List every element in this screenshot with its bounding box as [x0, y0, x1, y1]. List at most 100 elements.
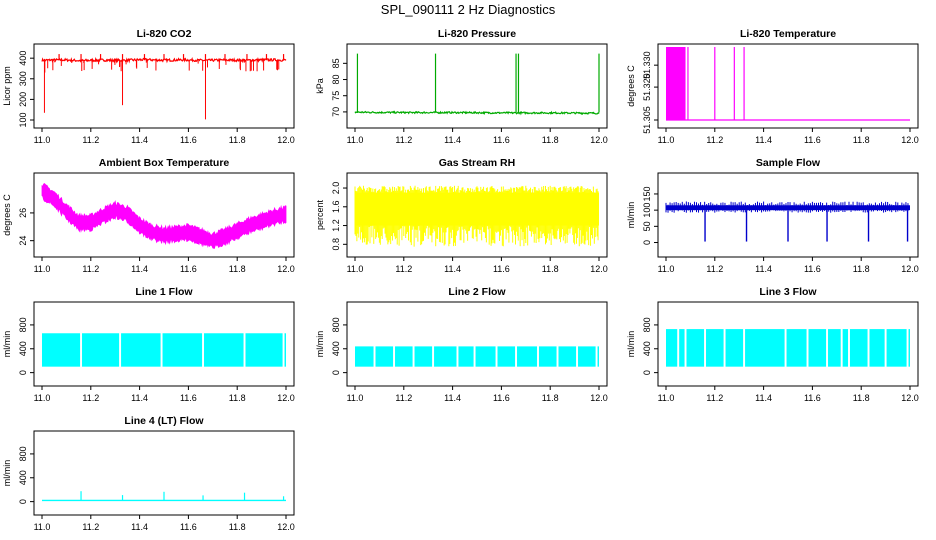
chart-temperature: Li-820 Temperature degrees C 11.0 11.2 11.4 1… — [626, 28, 919, 145]
plot-area — [354, 53, 600, 116]
y-tick-label: 85 — [331, 58, 341, 68]
x-tick-label: 11.8 — [853, 393, 870, 403]
chart-title: Gas Stream RH — [439, 157, 515, 169]
x-tick-label: 12.0 — [590, 135, 608, 145]
plot-frame — [33, 301, 295, 387]
flow-band-segment — [666, 329, 678, 367]
x-tick-label: 11.8 — [853, 135, 870, 145]
x-tick-label: 11.4 — [131, 264, 148, 274]
x-tick-label: 11.2 — [395, 135, 412, 145]
x-tick-label: 12.0 — [277, 393, 295, 403]
flow-band-segment — [849, 329, 868, 367]
flow-band-segment — [745, 329, 785, 367]
x-tick-label: 11.6 — [180, 135, 197, 145]
chart-title: Line 1 Flow — [135, 286, 193, 298]
flow-band-segment — [517, 346, 538, 367]
plot-frame — [33, 430, 295, 516]
flow-band-segment — [204, 333, 244, 367]
y-tick-label: 75 — [331, 91, 341, 101]
x-tick-label: 11.8 — [542, 264, 559, 274]
x-tick-label: 12.0 — [901, 135, 919, 145]
y-tick-label: 26 — [18, 208, 28, 218]
x-tick-label: 11.0 — [658, 264, 675, 274]
y-axis-label: degrees C — [2, 194, 12, 236]
chart-title: Line 4 (LT) Flow — [124, 415, 204, 427]
plot-frame — [657, 43, 919, 129]
plot-frame — [346, 172, 608, 258]
y-tick-label: 800 — [642, 317, 652, 332]
flow-band-segment — [908, 329, 910, 367]
flow-band-segment — [458, 346, 474, 367]
y-axis-label: ml/min — [2, 331, 12, 358]
x-tick-label: 11.4 — [131, 135, 148, 145]
y-tick-label: 100 — [18, 112, 28, 127]
x-tick-label: 11.4 — [131, 393, 148, 403]
y-axis-label: ml/min — [315, 331, 325, 358]
plot-area — [42, 491, 286, 502]
y-tick-label: 300 — [18, 71, 28, 86]
x-tick-label: 11.8 — [229, 393, 246, 403]
x-tick-label: 11.4 — [444, 135, 461, 145]
y-axis-label: percent — [315, 199, 325, 230]
flow-band-segment — [706, 329, 724, 367]
chart-title: Line 2 Flow — [448, 286, 506, 298]
y-tick-label: 400 — [331, 341, 341, 356]
plot-area — [42, 333, 286, 367]
plot-frame — [33, 172, 295, 258]
x-tick-label: 11.6 — [804, 135, 821, 145]
y-tick-label: 100 — [642, 203, 652, 218]
flow-band-segment — [538, 346, 557, 367]
x-tick-label: 11.6 — [180, 393, 197, 403]
x-tick-label: 11.6 — [180, 522, 197, 532]
flow-band-segment — [679, 329, 685, 367]
flow-band-segment — [434, 346, 457, 367]
chart-line3: Line 3 Flow ml/min 11.0 11.2 11.4 11.6 11.8 12.… — [626, 286, 919, 403]
y-tick-label: 1.2 — [331, 219, 341, 232]
x-tick-label: 11.2 — [82, 393, 99, 403]
y-tick-label: 0 — [331, 370, 341, 375]
x-tick-label: 11.0 — [347, 264, 364, 274]
y-tick-label: 150 — [642, 186, 652, 201]
flow-band-segment — [558, 346, 577, 367]
x-tick-label: 11.6 — [493, 264, 510, 274]
x-tick-label: 11.0 — [34, 522, 51, 532]
chart-title: Sample Flow — [756, 157, 821, 169]
x-tick-label: 12.0 — [590, 264, 608, 274]
chart-sample_flow: Sample Flow ml/min 11.0 11.2 11.4 11.6 11.8 12.… — [626, 157, 919, 274]
x-tick-label: 12.0 — [277, 522, 295, 532]
y-tick-label: 400 — [18, 470, 28, 485]
x-tick-label: 11.0 — [347, 135, 364, 145]
x-tick-label: 12.0 — [901, 264, 919, 274]
flow-band-segment — [245, 333, 283, 367]
plot-area — [355, 346, 599, 367]
x-tick-label: 12.0 — [590, 393, 608, 403]
x-tick-label: 11.6 — [804, 393, 821, 403]
chart-pressure: Li-820 Pressure kPa 11.0 11.2 11.4 11.6 11.8 12… — [315, 28, 608, 145]
chart-title: Li-820 Pressure — [438, 28, 516, 40]
x-tick-label: 11.0 — [34, 393, 51, 403]
flow-band-segment — [395, 346, 413, 367]
plot-area — [666, 329, 910, 367]
x-tick-label: 11.0 — [658, 135, 675, 145]
plot-frame — [346, 43, 608, 129]
chart-co2: Li-820 CO2 Licor ppm 11.0 11.2 11.4 11.6 11.8 1… — [2, 28, 295, 145]
flow-band-segment — [497, 346, 516, 367]
plot-frame — [33, 43, 295, 129]
plot-area — [41, 54, 287, 120]
flow-band-segment — [808, 329, 827, 367]
y-axis-label: ml/min — [2, 460, 12, 487]
x-tick-label: 11.6 — [180, 264, 197, 274]
x-tick-label: 11.2 — [395, 393, 412, 403]
flow-band-segment — [375, 346, 394, 367]
flow-band-segment — [786, 329, 807, 367]
series-band-box-temp — [41, 182, 287, 249]
x-tick-label: 11.8 — [853, 264, 870, 274]
chart-box_temp: Ambient Box Temperature degrees C 11.0 11.2… — [2, 157, 295, 274]
y-tick-label: 0.8 — [331, 238, 341, 251]
y-axis-label: ml/min — [626, 331, 636, 358]
chart-rh: Gas Stream RH percent 11.0 11.2 11.4 11.6 11.8… — [315, 157, 608, 274]
y-tick-label: 24 — [18, 236, 28, 246]
y-tick-label: 1.6 — [331, 201, 341, 214]
y-tick-label: 2.0 — [331, 182, 341, 195]
y-tick-label: 0 — [642, 240, 652, 245]
